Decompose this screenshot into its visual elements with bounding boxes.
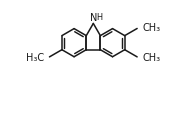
Text: N: N [90,13,98,23]
Text: CH₃: CH₃ [142,23,160,33]
Text: CH₃: CH₃ [142,53,160,64]
Text: H₃C: H₃C [26,53,44,64]
Text: H: H [96,13,102,22]
